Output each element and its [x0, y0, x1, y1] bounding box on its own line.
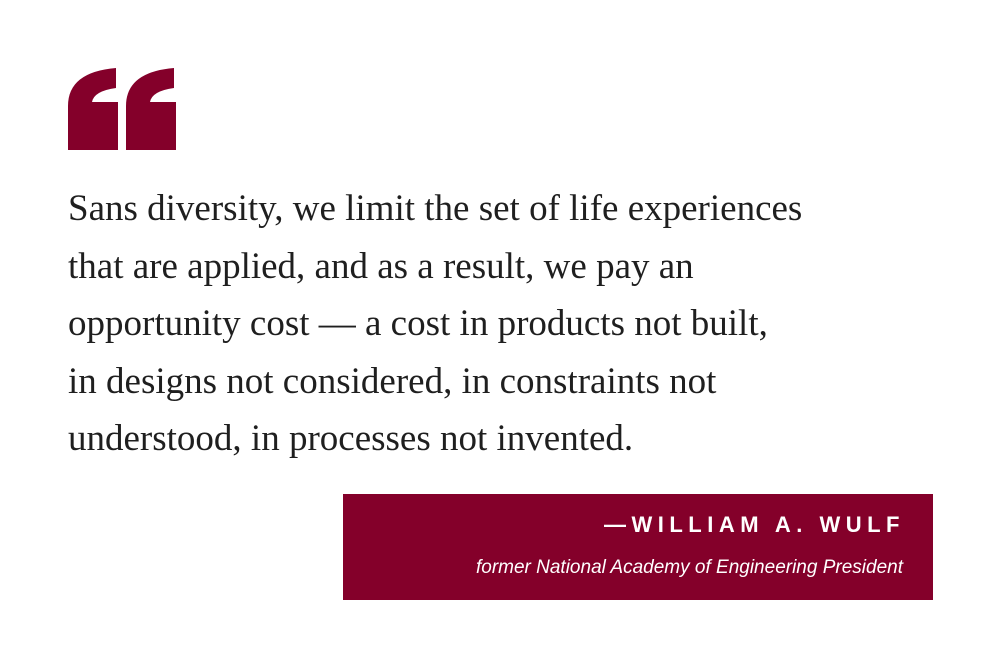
quote-line: in designs not considered, in constraint…	[68, 360, 717, 402]
quote-line: Sans diversity, we limit the set of life…	[68, 188, 803, 229]
quote-line: that are applied, and as a result, we pa…	[68, 245, 694, 287]
quote-line: opportunity cost — a cost in products no…	[68, 303, 768, 344]
attribution-role: former National Academy of Engineering P…	[475, 557, 903, 578]
quote-line: understood, in processes not invented.	[68, 418, 634, 459]
attribution-name: —WILLIAM A. WULF	[603, 512, 905, 537]
quote-mark-icon	[68, 68, 176, 150]
attribution-box: —WILLIAM A. WULF former National Academy…	[343, 494, 933, 600]
quote-text: Sans diversity, we limit the set of life…	[68, 180, 802, 468]
